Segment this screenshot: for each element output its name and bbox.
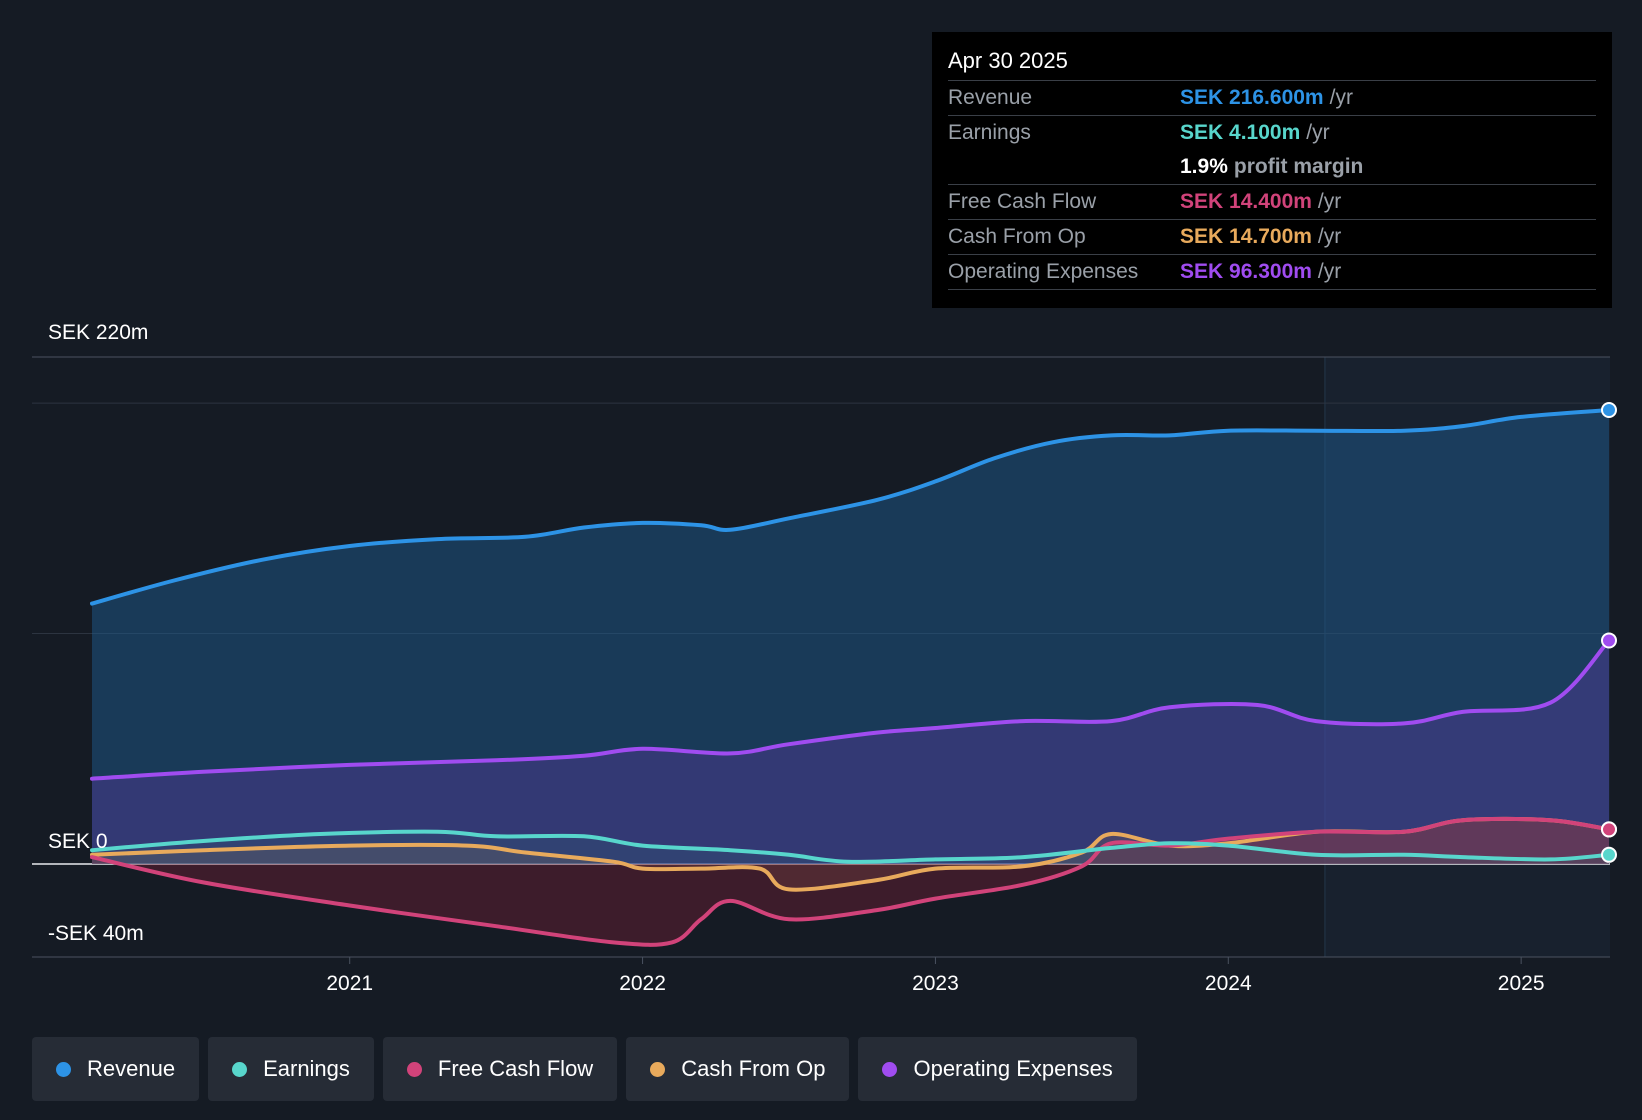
opex-line [90, 638, 1611, 781]
x-tick-label: 2021 [326, 972, 373, 995]
legend-dot-icon [56, 1061, 71, 1077]
revenue-area [92, 410, 1609, 864]
legend-dot-icon [650, 1061, 666, 1077]
tooltip-value: SEK 14.700m [1180, 225, 1312, 248]
tooltip-unit: /yr [1306, 121, 1330, 144]
tooltip-row-revenue: Revenue SEK 216.600m /yr [948, 81, 1596, 116]
x-tick-label: 2022 [619, 972, 666, 995]
tooltip-label: Revenue [948, 86, 1033, 109]
tooltip-value: SEK 14.400m [1180, 190, 1312, 213]
legend-label: Revenue [87, 1056, 176, 1081]
legend-dot-icon [882, 1061, 898, 1077]
tooltip-unit: /yr [1317, 225, 1342, 248]
tooltip-value: 1.9% [1180, 155, 1228, 178]
revenue-line [90, 408, 1611, 606]
legend-label: Free Cash Flow [437, 1056, 594, 1081]
tooltip-row-cash-from-op: Cash From Op SEK 14.700m /yr [948, 220, 1596, 255]
tooltip-unit: /yr [1317, 260, 1342, 283]
x-tick-label: 2024 [1205, 972, 1252, 995]
y-axis-top-label: SEK 220m [48, 321, 148, 344]
tooltip-row-profit-margin: 1.9% profit margin [948, 150, 1596, 185]
opex-area [92, 640, 1609, 864]
tooltip-value: SEK 216.600m [1180, 86, 1324, 109]
fcf-line [90, 816, 1611, 947]
tooltip-unit: /yr [1329, 86, 1353, 109]
legend-item-cash-from-op[interactable]: Cash From Op [626, 1037, 850, 1101]
legend-item-earnings[interactable]: Earnings [208, 1037, 374, 1101]
legend: Revenue Earnings Free Cash Flow Cash Fro… [32, 1037, 1146, 1101]
legend-item-operating-expenses[interactable]: Operating Expenses [858, 1037, 1137, 1101]
tooltip-label: Free Cash Flow [948, 190, 1097, 213]
earnings-line [90, 829, 1611, 864]
legend-dot-icon [406, 1061, 422, 1077]
tooltip-label: Operating Expenses [948, 260, 1139, 283]
x-tick-label: 2025 [1498, 972, 1545, 995]
legend-item-free-cash-flow[interactable]: Free Cash Flow [382, 1037, 618, 1101]
x-tick-label: 2023 [912, 972, 959, 995]
legend-item-revenue[interactable]: Revenue [32, 1037, 200, 1101]
tooltip-row-earnings: Earnings SEK 4.100m /yr [948, 116, 1596, 150]
tooltip-label: Cash From Op [948, 225, 1086, 248]
revenue-end-dot [1601, 402, 1617, 419]
earnings-area [92, 831, 1609, 864]
legend-dot-icon [232, 1061, 248, 1077]
y-axis-bottom-label: -SEK 40m [48, 922, 144, 945]
legend-label: Operating Expenses [913, 1056, 1113, 1081]
tooltip-date: Apr 30 2025 [948, 46, 1596, 81]
legend-label: Earnings [263, 1056, 350, 1081]
tooltip-row-operating-expenses: Operating Expenses SEK 96.300m /yr [948, 255, 1596, 290]
tooltip-label: Earnings [948, 121, 1031, 144]
tooltip-unit: profit margin [1233, 155, 1364, 178]
earnings-end-dot [1601, 846, 1617, 863]
tooltip-value: SEK 96.300m [1180, 260, 1312, 283]
tooltip-value: SEK 4.100m [1180, 121, 1301, 144]
tooltip-unit: /yr [1317, 190, 1342, 213]
tooltip: Apr 30 2025 Revenue SEK 216.600m /yr Ear… [932, 32, 1612, 308]
fcf-area [92, 818, 1609, 945]
y-axis-zero-label: SEK 0 [48, 830, 108, 853]
fcf-end-dot [1601, 821, 1617, 838]
opex-end-dot [1601, 632, 1617, 649]
tooltip-row-free-cash-flow: Free Cash Flow SEK 14.400m /yr [948, 185, 1596, 220]
legend-label: Cash From Op [681, 1056, 826, 1081]
